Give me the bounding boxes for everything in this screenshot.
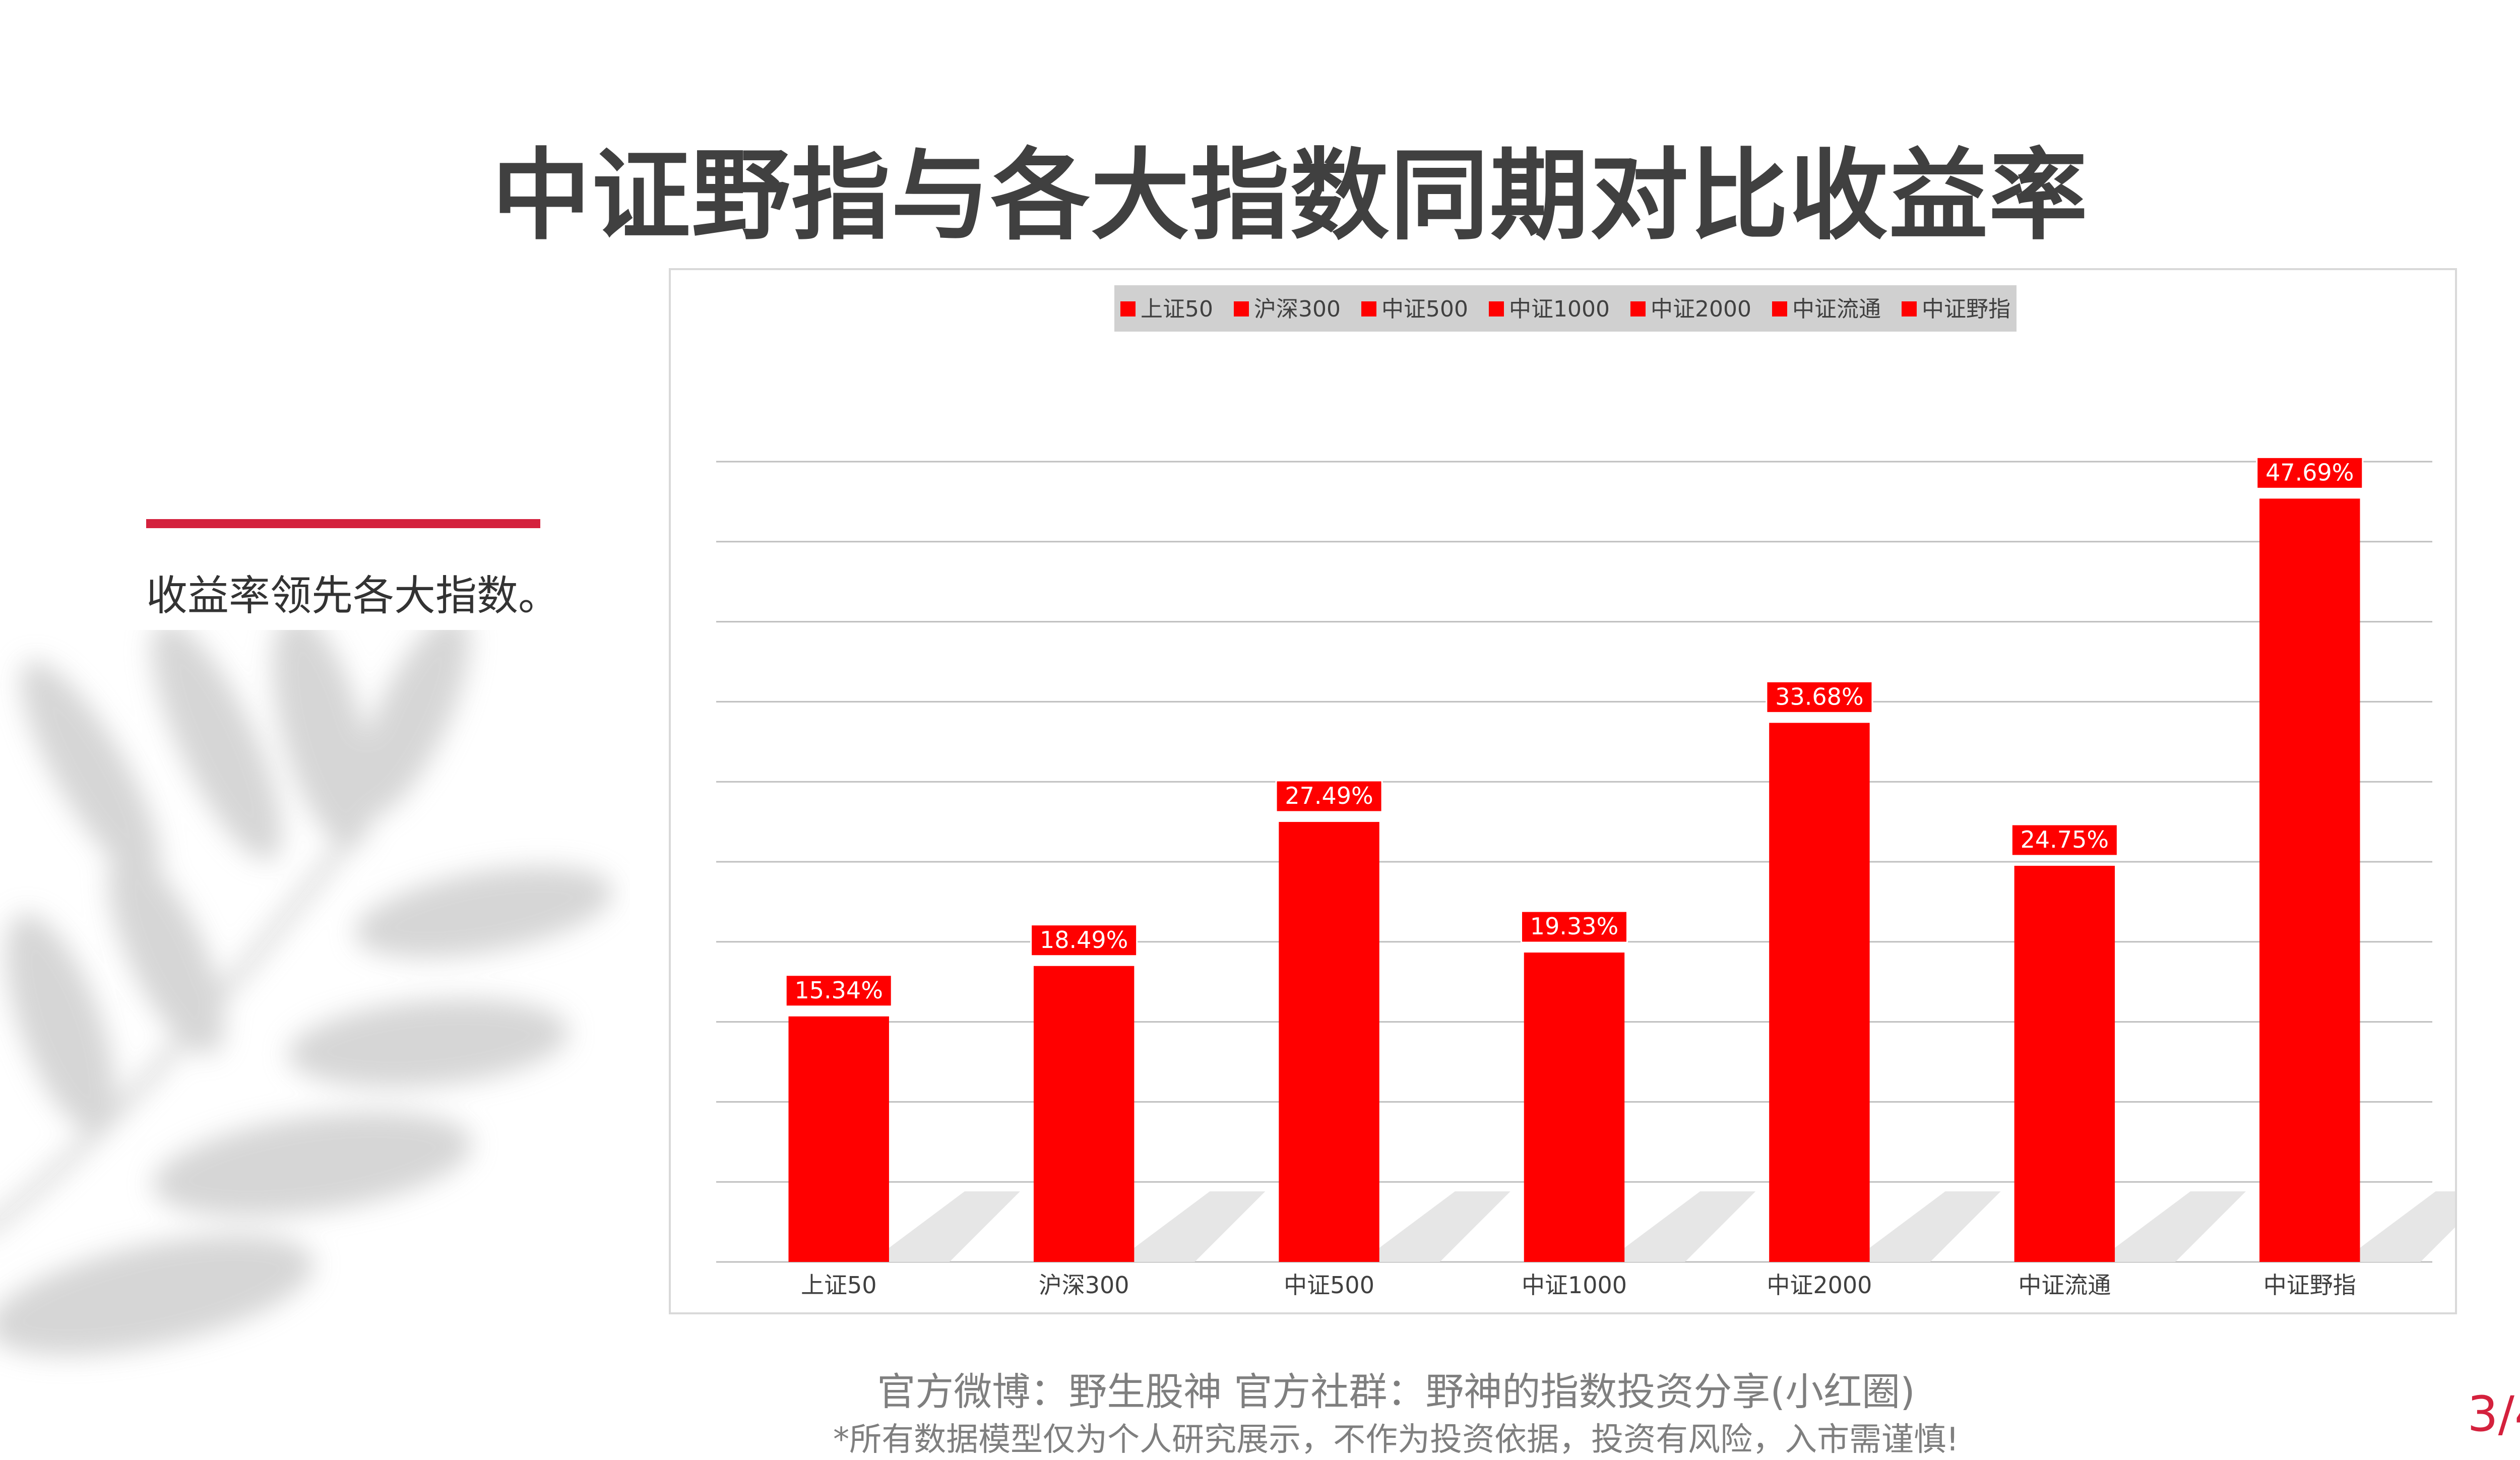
x-tick-label: 中证野指 xyxy=(2263,1272,2356,1299)
x-tick-label: 中证2000 xyxy=(1767,1272,1872,1299)
bar-中证1000 xyxy=(1524,953,1624,1262)
legend-item: 中证流通 xyxy=(1792,296,1881,322)
legend-swatch xyxy=(1772,301,1787,316)
data-label: 24.75% xyxy=(2021,826,2109,853)
legend-item: 中证2000 xyxy=(1651,296,1751,322)
accent-divider xyxy=(146,519,540,528)
data-label: 27.49% xyxy=(1285,782,1373,809)
footer-social-info: 官方微博：野生股神 官方社群：野神的指数投资分享(小红圈) xyxy=(0,1361,2520,1416)
footer-disclaimer: *所有数据模型仅为个人研究展示，不作为投资依据，投资有风险，入市需谨慎! xyxy=(0,1414,2520,1460)
x-tick-label: 上证50 xyxy=(801,1272,877,1299)
page-number: 3/4 xyxy=(2468,1386,2520,1442)
legend-swatch xyxy=(1120,301,1136,316)
bar-中证野指 xyxy=(2259,498,2360,1262)
legend-swatch xyxy=(1902,301,1917,316)
data-label: 33.68% xyxy=(1775,683,1863,710)
legend-swatch xyxy=(1234,301,1249,316)
bar-shadow xyxy=(2360,1191,2455,1262)
legend-item: 中证500 xyxy=(1381,296,1468,322)
x-tick-label: 中证1000 xyxy=(1522,1272,1627,1299)
bar-中证2000 xyxy=(1769,723,1869,1262)
chart-legend: 上证50 沪深300 中证500 中证1000 中证2000 中证流通 中证野指 xyxy=(1114,285,2017,332)
legend-item: 中证野指 xyxy=(1922,296,2010,322)
legend-swatch xyxy=(1361,301,1376,316)
legend-swatch xyxy=(1489,301,1504,316)
x-tick-label: 沪深300 xyxy=(1039,1272,1129,1299)
bar-shadow xyxy=(1624,1191,1755,1262)
page-title: 中证野指与各大指数同期对比收益率 xyxy=(0,116,2520,259)
bar-上证50 xyxy=(788,1017,889,1262)
leaf-shadow-decoration xyxy=(0,630,630,1451)
bar-shadow xyxy=(1379,1191,1510,1262)
bar-中证流通 xyxy=(2014,866,2115,1262)
data-label: 47.69% xyxy=(2265,459,2354,486)
bar-shadow xyxy=(2115,1191,2246,1262)
legend-swatch xyxy=(1630,301,1646,316)
x-tick-label: 中证500 xyxy=(1284,1272,1374,1299)
page-subtitle: 收益率领先各大指数。 xyxy=(146,562,559,622)
legend-item: 上证50 xyxy=(1141,296,1213,322)
legend-item: 沪深300 xyxy=(1254,296,1341,322)
chart-bars xyxy=(788,498,2360,1262)
bar-shadow xyxy=(1134,1191,1265,1262)
legend-item: 中证1000 xyxy=(1509,296,1610,322)
data-label: 18.49% xyxy=(1040,926,1128,954)
data-label: 15.34% xyxy=(795,977,883,1004)
chart-data-labels: 15.34% 18.49% 27.49% 19.33% 33.68% 24.75% 47.6… xyxy=(786,457,2363,1006)
chart-x-axis-ticks: 上证50 沪深300 中证500 中证1000 中证2000 中证流通 中证野指 xyxy=(801,1272,2356,1299)
x-tick-label: 中证流通 xyxy=(2018,1272,2111,1299)
bar-沪深300 xyxy=(1034,966,1134,1262)
data-label: 19.33% xyxy=(1530,913,1618,940)
bar-中证500 xyxy=(1279,822,1379,1262)
bar-shadow xyxy=(1870,1191,2001,1262)
bar-shadow xyxy=(889,1191,1020,1262)
